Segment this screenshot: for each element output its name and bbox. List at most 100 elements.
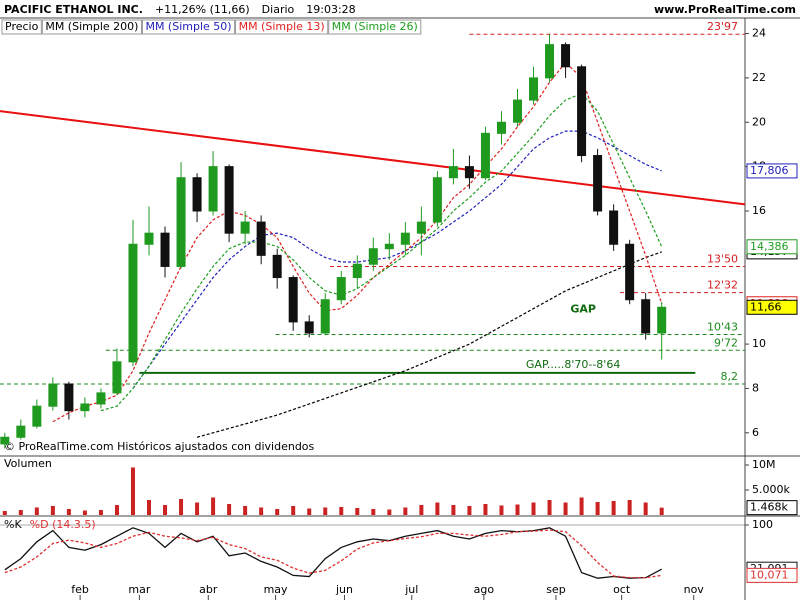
- volume-bar: [211, 497, 216, 515]
- value-box-label: 10,071: [750, 568, 789, 581]
- candle-body: [561, 44, 571, 68]
- y-tick-label: 6: [752, 426, 759, 439]
- volume-bar: [467, 506, 472, 515]
- candle-body: [128, 243, 138, 363]
- volume-bar: [595, 502, 600, 515]
- candle-body: [657, 306, 667, 334]
- legend-entry: Precio: [5, 20, 39, 33]
- volume-bar: [371, 509, 376, 515]
- volume-bar: [659, 507, 664, 515]
- y-tick-label: 22: [752, 71, 766, 84]
- volume-bar: [643, 502, 648, 515]
- legend-entry: MM (Simple 26): [332, 20, 418, 33]
- x-tick-label: jul: [404, 583, 418, 596]
- level-label: 13'50: [707, 252, 738, 265]
- candle-body: [577, 66, 587, 157]
- y-tick-label: 10: [752, 337, 766, 350]
- y-tick-label: 24: [752, 27, 766, 40]
- volume-bar: [98, 510, 103, 515]
- value-box-label: 14,386: [750, 240, 789, 253]
- value-box-label: 1.468k: [750, 501, 788, 514]
- candle-body: [512, 99, 522, 123]
- volume-bar: [579, 497, 584, 515]
- volume-bar: [611, 501, 616, 515]
- volume-bar: [419, 505, 424, 515]
- volume-bar: [243, 506, 248, 515]
- volume-bar: [114, 505, 119, 515]
- x-tick-label: feb: [71, 583, 89, 596]
- volume-bar: [34, 507, 39, 515]
- gap-label: GAP.....8'70--8'64: [526, 358, 620, 371]
- volume-bar: [323, 507, 328, 515]
- volume-bar: [50, 506, 55, 515]
- level-label: 8,2: [721, 370, 739, 383]
- candle-body: [416, 221, 426, 234]
- x-tick-label: mar: [128, 583, 150, 596]
- candle-body: [288, 277, 298, 323]
- volume-bar: [291, 506, 296, 515]
- stochastic-line: [4, 529, 662, 579]
- legend-box: [235, 19, 329, 35]
- candle-body: [240, 221, 250, 234]
- candle-body: [160, 232, 170, 267]
- moving-average: [196, 251, 662, 438]
- volume-bar: [355, 508, 360, 515]
- level-label: 12'32: [707, 279, 738, 292]
- candle-body: [272, 254, 282, 279]
- legend-entry: %D (14.3.5): [30, 518, 96, 531]
- trendline: [0, 110, 746, 206]
- candle-body: [96, 392, 106, 405]
- legend-entry: MM (Simple 13): [239, 20, 325, 33]
- candle-body: [64, 383, 74, 412]
- level-label: 10'43: [707, 321, 738, 334]
- legend-box: [41, 19, 142, 35]
- candle-body: [0, 436, 10, 445]
- y-tick-label: 16: [752, 204, 766, 217]
- candle-body: [464, 166, 474, 179]
- candle-body: [641, 299, 651, 334]
- volume-bar: [2, 511, 7, 515]
- volume-bar: [483, 504, 488, 515]
- candle-body: [192, 177, 202, 212]
- x-tick-label: oct: [613, 583, 631, 596]
- volume-bar: [531, 502, 536, 515]
- volume-bar: [147, 500, 151, 515]
- volume-bar: [339, 507, 344, 515]
- x-tick-label: abr: [199, 583, 218, 596]
- candle-body: [400, 232, 410, 245]
- value-box: [746, 239, 798, 255]
- candle-body: [112, 361, 122, 394]
- source: www.ProRealTime.com: [654, 3, 796, 16]
- annotation: GAP: [570, 303, 596, 316]
- volume-bar: [403, 507, 408, 515]
- volume-bar: [82, 510, 87, 515]
- candle-body: [609, 210, 619, 245]
- candle-body: [320, 299, 330, 334]
- moving-average: [132, 130, 662, 389]
- volume-bar: [66, 509, 71, 515]
- candle-body: [304, 321, 314, 334]
- volume-bar: [307, 508, 312, 515]
- candle-body: [16, 425, 26, 438]
- y-tick-label: 20: [752, 115, 766, 128]
- moving-average: [52, 61, 663, 423]
- y-tick-label: 10M: [752, 458, 776, 471]
- candle-body: [384, 243, 394, 250]
- candle-body: [496, 121, 506, 134]
- value-box: [746, 163, 798, 179]
- volume-bar: [547, 500, 552, 515]
- volume-bar: [515, 504, 520, 515]
- candle-body: [176, 177, 186, 267]
- header-time: 19:03:28: [306, 3, 355, 16]
- y-tick-label: 5.000k: [752, 483, 790, 496]
- candle-body: [336, 277, 346, 301]
- x-tick-label: sep: [546, 583, 565, 596]
- volume-bar: [259, 507, 264, 515]
- footer: © ProRealTime.com Históricos ajustados c…: [4, 440, 315, 453]
- header-period: Diario: [262, 3, 295, 16]
- legend-box: [328, 19, 422, 35]
- moving-average: [100, 92, 663, 412]
- candle-body: [144, 232, 154, 245]
- volume-bar: [627, 500, 632, 515]
